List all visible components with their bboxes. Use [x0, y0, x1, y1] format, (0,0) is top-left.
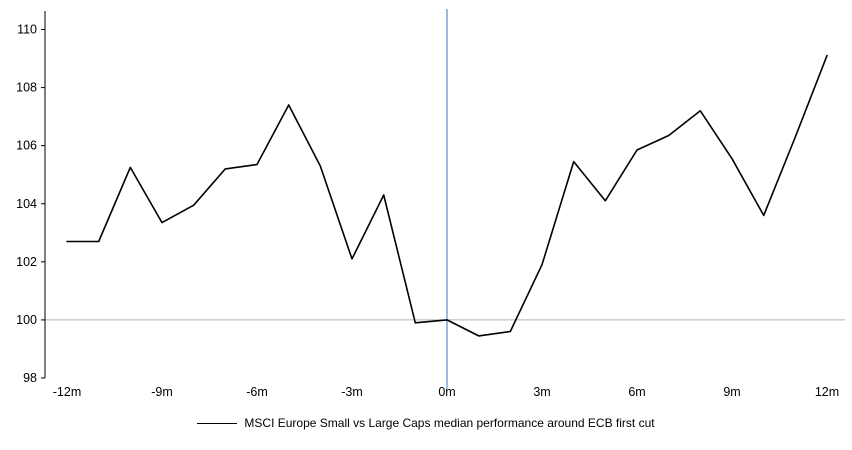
x-tick-label: 6m — [628, 385, 645, 399]
series-line — [66, 54, 828, 337]
x-tick-label: 3m — [533, 385, 550, 399]
legend-line-swatch — [197, 422, 238, 424]
chart-legend: MSCI Europe Small vs Large Caps median p… — [0, 416, 852, 430]
y-tick-label: 104 — [16, 197, 37, 211]
x-tick-label: -12m — [53, 385, 81, 399]
x-tick-label: -3m — [341, 385, 363, 399]
legend-label: MSCI Europe Small vs Large Caps median p… — [244, 416, 655, 430]
y-tick-label: 106 — [16, 139, 37, 153]
x-tick-label: 12m — [815, 385, 839, 399]
x-tick-label: -9m — [151, 385, 173, 399]
x-tick-label: 9m — [723, 385, 740, 399]
x-tick-label: 0m — [438, 385, 455, 399]
y-tick-label: 102 — [16, 255, 37, 269]
y-tick-label: 110 — [17, 23, 37, 37]
y-tick-label: 100 — [16, 313, 37, 327]
y-tick-label: 108 — [16, 81, 37, 95]
x-tick-label: -6m — [246, 385, 268, 399]
y-tick-label: 98 — [23, 371, 37, 385]
